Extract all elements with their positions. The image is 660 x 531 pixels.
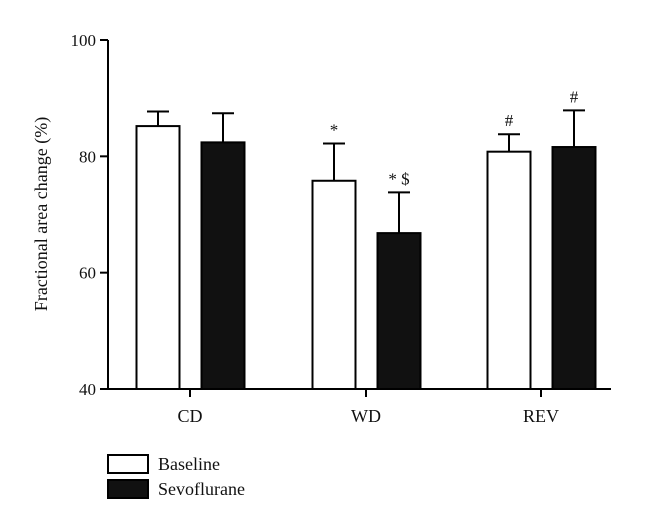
legend-swatch — [107, 454, 149, 474]
significance-marker: * — [330, 121, 339, 140]
legend-swatch — [107, 479, 149, 499]
significance-marker: # — [570, 87, 579, 106]
bar-sevoflurane-cd — [200, 141, 246, 390]
bar-baseline-rev — [486, 150, 532, 390]
legend: Baseline Sevoflurane — [107, 454, 245, 499]
bar-sevoflurane-rev — [551, 146, 597, 390]
bar-sevoflurane-wd — [376, 232, 422, 390]
y-tick-label: 40 — [79, 380, 96, 399]
significance-marker: # — [505, 111, 514, 130]
bars: * # * $ # — [135, 87, 597, 390]
y-axis-label: Fractional area change (%) — [31, 117, 52, 311]
axes: 40 60 80 100 CD WD REV — [71, 31, 611, 426]
x-tick-label: WD — [351, 406, 381, 426]
y-tick-label: 60 — [79, 264, 96, 283]
significance-marker: * $ — [388, 169, 409, 188]
y-tick-label: 100 — [71, 31, 97, 50]
y-tick-label: 80 — [79, 147, 96, 166]
x-tick-label: REV — [523, 406, 559, 426]
legend-label: Baseline — [158, 454, 220, 474]
bar-baseline-wd — [311, 179, 357, 390]
bar-baseline-cd — [135, 125, 181, 390]
legend-label: Sevoflurane — [158, 479, 245, 499]
x-tick-label: CD — [177, 406, 202, 426]
